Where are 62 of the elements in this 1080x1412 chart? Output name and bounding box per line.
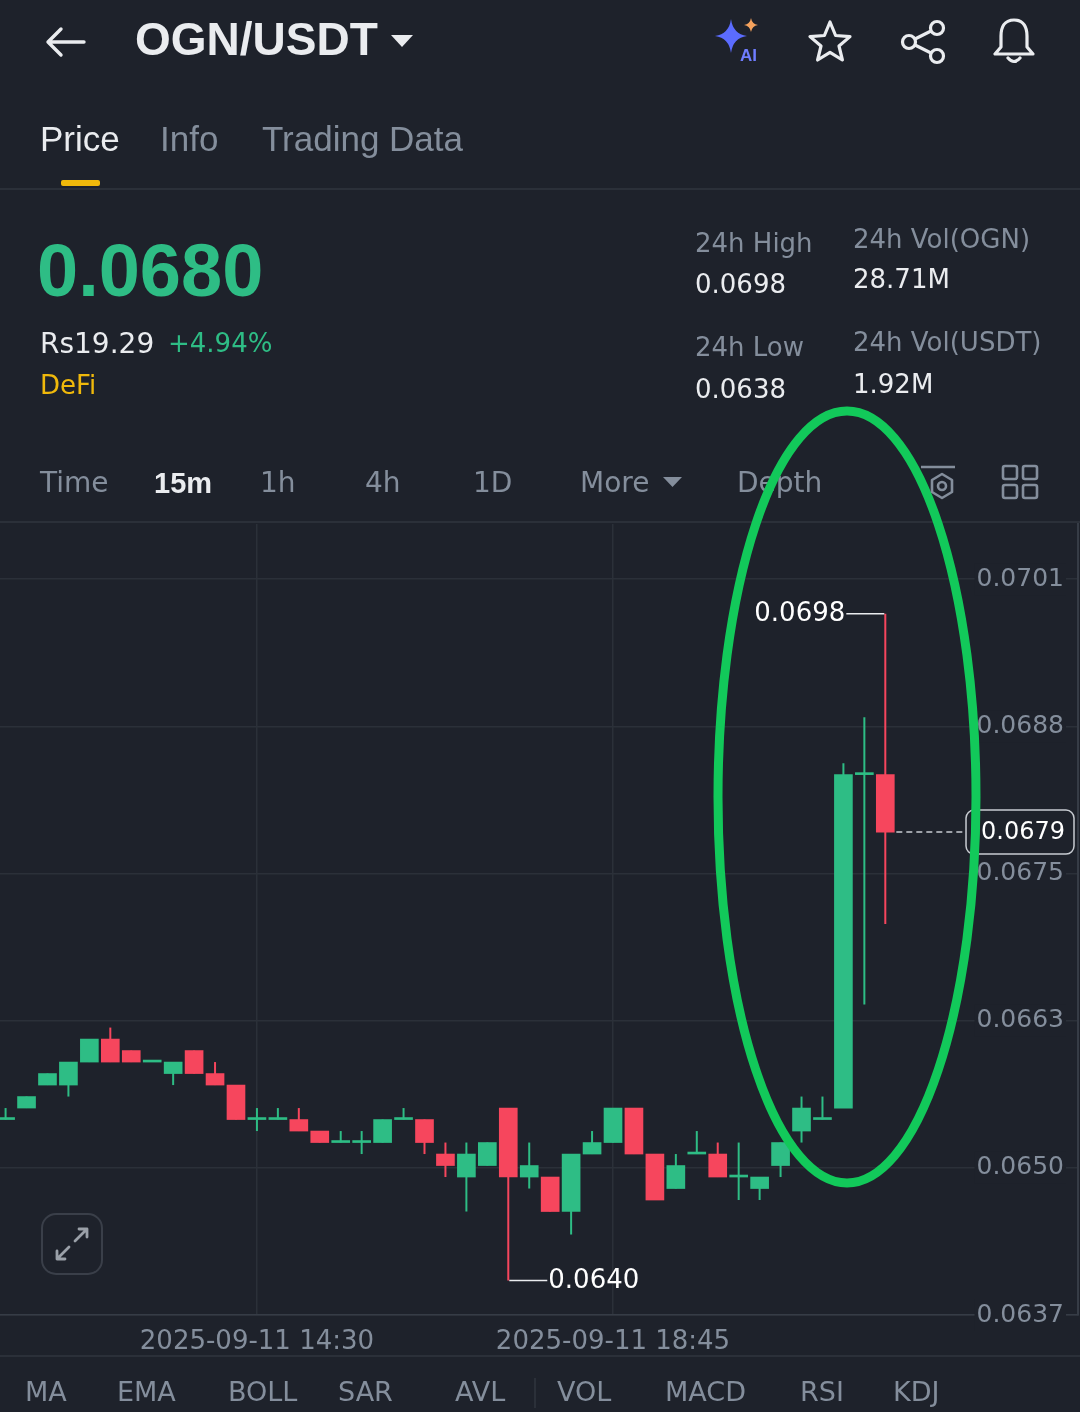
- text: 1h: [260, 466, 296, 500]
- chart-title: OGN/USDT: [135, 12, 378, 68]
- y-tick-label: 0.0701: [976, 562, 1064, 592]
- candlestick: [771, 1141, 790, 1179]
- candlestick: [708, 1141, 728, 1179]
- text: MACD: [665, 1375, 746, 1409]
- candlestick: [163, 1061, 183, 1087]
- candlestick: [813, 1095, 832, 1121]
- text: +4.94%: [168, 328, 273, 360]
- text: More: [580, 466, 650, 500]
- candlestick: [478, 1141, 497, 1167]
- text: AI: [740, 45, 757, 67]
- y-tick-label: 0.0663: [976, 1004, 1064, 1034]
- y-tick-label: 0.0688: [976, 709, 1064, 739]
- candlestick: [457, 1141, 476, 1213]
- annotation: 0.0640: [548, 1264, 640, 1295]
- text: BOLL: [228, 1375, 298, 1409]
- candlestick: [415, 1118, 434, 1156]
- text: 15m: [154, 465, 213, 501]
- text: Rs19.29: [40, 327, 155, 361]
- text: 28.71M: [853, 264, 950, 296]
- text: KDJ: [893, 1375, 940, 1409]
- text: 0.0680: [37, 227, 264, 314]
- candlestick: [750, 1176, 769, 1202]
- candlestick: [792, 1095, 811, 1144]
- candlestick: [436, 1141, 455, 1179]
- text: 1D: [473, 466, 513, 500]
- text: SAR: [338, 1375, 393, 1409]
- text: Info: [160, 118, 219, 160]
- text: RSI: [800, 1375, 844, 1409]
- candlestick: [855, 716, 874, 1006]
- y-tick-label: 0.0637: [976, 1298, 1064, 1328]
- text: 4h: [365, 466, 401, 500]
- annotation: 0.0698: [754, 597, 846, 628]
- text: Price: [40, 118, 120, 160]
- candlestick: [100, 1026, 120, 1064]
- candlestick: [666, 1153, 686, 1190]
- text: DeFi: [40, 370, 97, 402]
- y-tick-label: 0.0675: [976, 857, 1064, 887]
- text: AVL: [455, 1375, 506, 1409]
- candlestick: [247, 1107, 267, 1133]
- candlestick: [184, 1049, 204, 1075]
- text: 24h Vol(OGN): [853, 224, 1031, 256]
- candlestick: [352, 1130, 371, 1156]
- y-tick-label: 0.0650: [976, 1151, 1064, 1181]
- candlestick: [519, 1141, 539, 1190]
- text: 1.92M: [853, 369, 934, 401]
- text: Trading Data: [262, 118, 464, 160]
- text: VOL: [557, 1375, 612, 1409]
- x-tick-label: 2025-09-11 14:30: [139, 1325, 375, 1356]
- text: 24h High: [695, 228, 813, 260]
- candlestick: [59, 1061, 78, 1098]
- x-tick-label: 2025-09-11 18:45: [495, 1325, 731, 1356]
- ref-line-label: 0.0679: [981, 817, 1065, 846]
- text: 0.0698: [695, 269, 786, 301]
- text: MA: [25, 1375, 67, 1409]
- text: 0.0638: [695, 374, 786, 406]
- text: EMA: [117, 1375, 176, 1409]
- text: Time: [40, 466, 109, 500]
- text: 24h Vol(USDT): [853, 327, 1042, 359]
- text: 24h Low: [695, 332, 805, 364]
- candlestick: [373, 1118, 392, 1144]
